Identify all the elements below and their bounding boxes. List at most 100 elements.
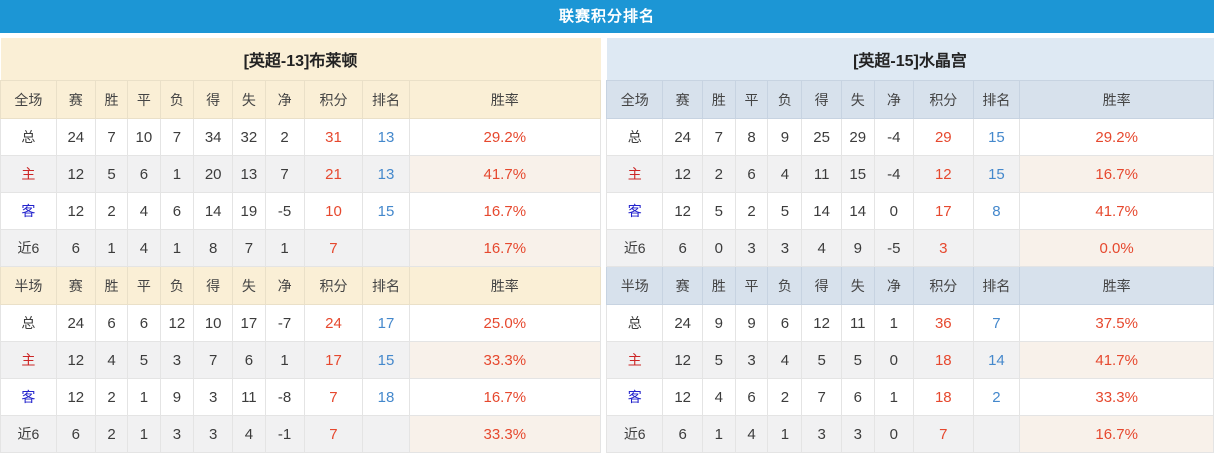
- stat-cell: 17: [232, 304, 266, 342]
- rank-cell: 17: [362, 304, 410, 342]
- stat-cell: 2: [701, 155, 736, 193]
- column-header: 半场: [0, 266, 57, 305]
- stat-cell: 4: [767, 341, 803, 379]
- rank-cell: 15: [972, 118, 1021, 156]
- stat-cell: 29: [840, 118, 875, 156]
- stat-cell: 10: [127, 118, 161, 156]
- rank-cell: 13: [362, 155, 410, 193]
- column-header: 排名: [362, 80, 410, 119]
- stat-cell: 6: [840, 378, 875, 416]
- winrate-cell: 16.7%: [1019, 155, 1214, 193]
- rank-cell: [972, 229, 1021, 267]
- row-label: 近6: [0, 415, 57, 453]
- stat-cell: 20: [193, 155, 234, 193]
- winrate-cell: 41.7%: [1019, 192, 1214, 230]
- column-header: 净: [264, 266, 305, 305]
- row-label: 客: [605, 192, 664, 230]
- stat-cell: 6: [55, 415, 96, 453]
- stat-cell: -5: [873, 229, 915, 267]
- winrate-cell: 16.7%: [1019, 415, 1214, 453]
- column-header: 排名: [362, 266, 410, 305]
- winrate-cell: 29.2%: [1019, 118, 1214, 156]
- stat-cell: 2: [94, 192, 129, 230]
- stat-cell: 0: [701, 229, 736, 267]
- stat-cell: 5: [840, 341, 875, 379]
- column-header: 失: [232, 266, 266, 305]
- stat-cell: 12: [55, 341, 96, 379]
- table-row: 近6 6 1 4 1 3 3 0 7 16.7%: [605, 415, 1214, 453]
- points-cell: 10: [303, 192, 364, 230]
- points-cell: 12: [913, 155, 974, 193]
- stat-cell: 14: [840, 192, 875, 230]
- stat-cell: 2: [767, 378, 803, 416]
- stat-cell: 9: [734, 304, 769, 342]
- stat-cell: 7: [801, 378, 842, 416]
- stat-cell: 11: [801, 155, 842, 193]
- stats-table-right: [英超-15]水晶宫 全场赛胜平负得失净积分 排名 胜率总 24 7 8 9 25 29 -4 29…: [605, 38, 1214, 453]
- stat-cell: 11: [840, 304, 875, 342]
- stat-cell: 3: [801, 415, 842, 453]
- stat-cell: 12: [55, 155, 96, 193]
- row-label: 总: [605, 118, 664, 156]
- stat-cell: -4: [873, 155, 915, 193]
- stat-cell: 1: [264, 229, 305, 267]
- stat-cell: 12: [662, 192, 703, 230]
- winrate-cell: 25.0%: [408, 304, 602, 342]
- stat-cell: 32: [232, 118, 266, 156]
- column-header: 失: [840, 266, 875, 305]
- column-header: 胜率: [408, 266, 602, 305]
- stat-cell: 24: [55, 304, 96, 342]
- stat-cell: 1: [873, 304, 915, 342]
- rank-cell: 15: [362, 341, 410, 379]
- stat-cell: 1: [127, 415, 161, 453]
- column-header: 负: [159, 80, 195, 119]
- stat-cell: 7: [232, 229, 266, 267]
- column-header-row: 全场赛胜平负得失净积分 排名 胜率: [0, 80, 602, 119]
- stat-cell: 1: [701, 415, 736, 453]
- stat-cell: 11: [232, 378, 266, 416]
- team-name: [英超-15]水晶宫: [606, 38, 1214, 81]
- stat-cell: 4: [734, 415, 769, 453]
- column-header: 排名: [972, 266, 1021, 305]
- stat-cell: 6: [662, 415, 703, 453]
- points-cell: 7: [303, 229, 364, 267]
- winrate-cell: 33.3%: [1019, 378, 1214, 416]
- stat-cell: 7: [701, 118, 736, 156]
- team-name: [英超-13]布莱顿: [0, 38, 601, 81]
- rank-cell: [972, 415, 1021, 453]
- column-header: 半场: [605, 266, 664, 305]
- column-header: 排名: [972, 80, 1021, 119]
- table-row: 近6 6 0 3 3 4 9 -5 3 0.0%: [605, 229, 1214, 267]
- column-header: 赛: [662, 80, 703, 119]
- stat-cell: 15: [840, 155, 875, 193]
- winrate-cell: 37.5%: [1019, 304, 1214, 342]
- stat-cell: 6: [127, 155, 161, 193]
- points-cell: 3: [913, 229, 974, 267]
- table-row: 客 12 5 2 5 14 14 0 17 8 41.7%: [605, 192, 1214, 230]
- row-label: 总: [0, 118, 57, 156]
- stat-cell: 2: [94, 378, 129, 416]
- column-header: 胜率: [408, 80, 602, 119]
- stat-cell: 3: [840, 415, 875, 453]
- stat-cell: 12: [662, 341, 703, 379]
- row-label: 近6: [605, 229, 664, 267]
- stat-cell: 3: [193, 378, 234, 416]
- column-header: 胜率: [1019, 80, 1214, 119]
- rank-cell: 14: [972, 341, 1021, 379]
- column-header: 积分: [913, 80, 974, 119]
- column-header: 平: [734, 266, 769, 305]
- points-cell: 17: [303, 341, 364, 379]
- points-cell: 18: [913, 378, 974, 416]
- row-label: 近6: [0, 229, 57, 267]
- points-cell: 36: [913, 304, 974, 342]
- row-label: 客: [605, 378, 664, 416]
- stat-cell: 8: [193, 229, 234, 267]
- stat-cell: 1: [159, 155, 195, 193]
- column-header: 胜: [701, 80, 736, 119]
- points-cell: 18: [913, 341, 974, 379]
- team-panel-left: [英超-13]布莱顿 全场赛胜平负得失净积分 排名 胜率总 24 7 10 7 34 32 2 31…: [0, 38, 602, 453]
- winrate-cell: 16.7%: [408, 229, 602, 267]
- stat-cell: 7: [159, 118, 195, 156]
- stat-cell: 9: [159, 378, 195, 416]
- stat-cell: 0: [873, 192, 915, 230]
